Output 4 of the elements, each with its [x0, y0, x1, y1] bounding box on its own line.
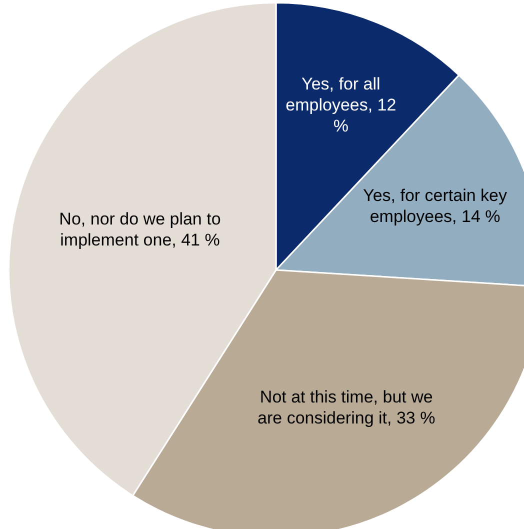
slice-label: Not at this time, but we are considering it, 33 % — [258, 387, 436, 428]
slice-label: No, nor do we plan to implement one, 41 % — [59, 210, 221, 250]
slice-label: Yes, for all employees, 12 % — [286, 74, 396, 136]
slice-label: Yes, for certain key employees, 14 % — [363, 186, 508, 226]
